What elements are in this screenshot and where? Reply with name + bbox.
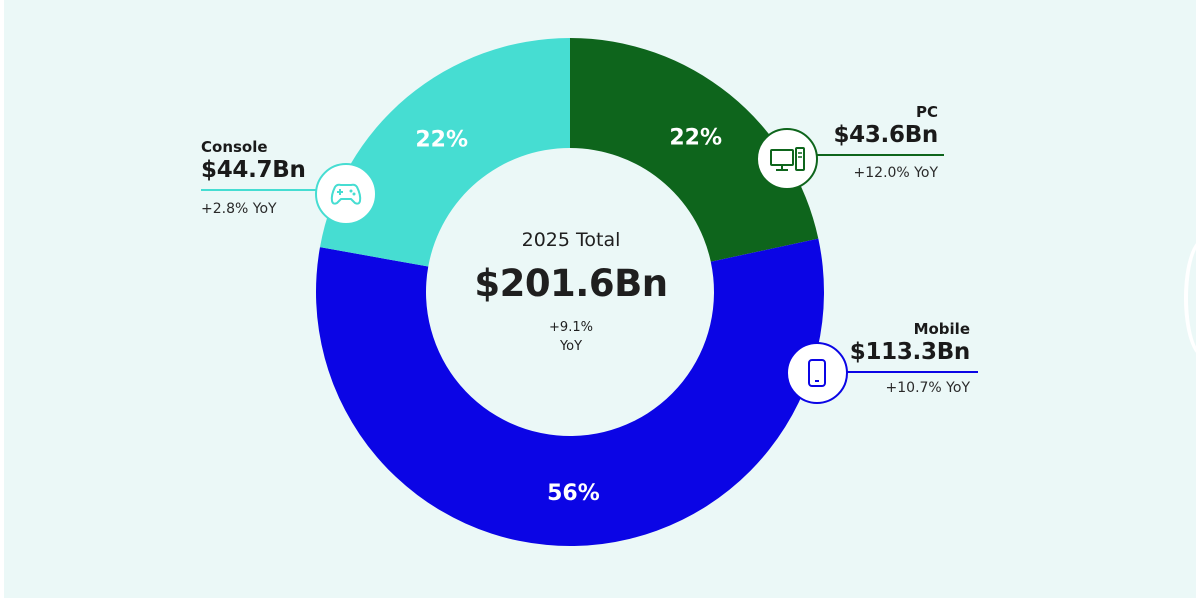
slice-percent-label-pc: 22% [669,125,722,150]
smartphone-icon [786,342,848,404]
center-total-value: $201.6Bn [474,262,668,305]
pc-value: $43.6Bn [833,122,938,148]
donut-chart: 22% 56% 22% [316,38,824,547]
desktop-computer-icon [756,128,818,190]
mobile-yoy: +10.7% YoY [885,380,970,396]
pc-yoy: +12.0% YoY [853,165,938,181]
gamepad-icon [315,163,377,225]
center-yoy-period: YoY [559,339,583,354]
console-connector-line [201,189,317,191]
console-yoy: +2.8% YoY [201,201,277,217]
console-label: Console [201,138,268,156]
slice-percent-label-mobile: 56% [547,481,600,506]
mobile-label: Mobile [913,320,970,338]
mobile-value: $113.3Bn [849,339,971,365]
donut-slice-pc [570,38,819,262]
center-yoy-change: +9.1% [549,320,593,335]
pc-connector-line [816,154,944,156]
chart-canvas: 22% 56% 22% 2025 Total $201.6Bn +9.1% YoY … [4,0,1200,598]
center-title: 2025 Total [521,229,621,251]
slice-percent-label-console: 22% [415,128,468,153]
pc-label: PC [915,103,938,121]
donut-slice-mobile [316,238,824,547]
mobile-connector-line [846,371,978,373]
donut-slice-console [319,38,570,267]
console-value: $44.7Bn [201,157,306,183]
